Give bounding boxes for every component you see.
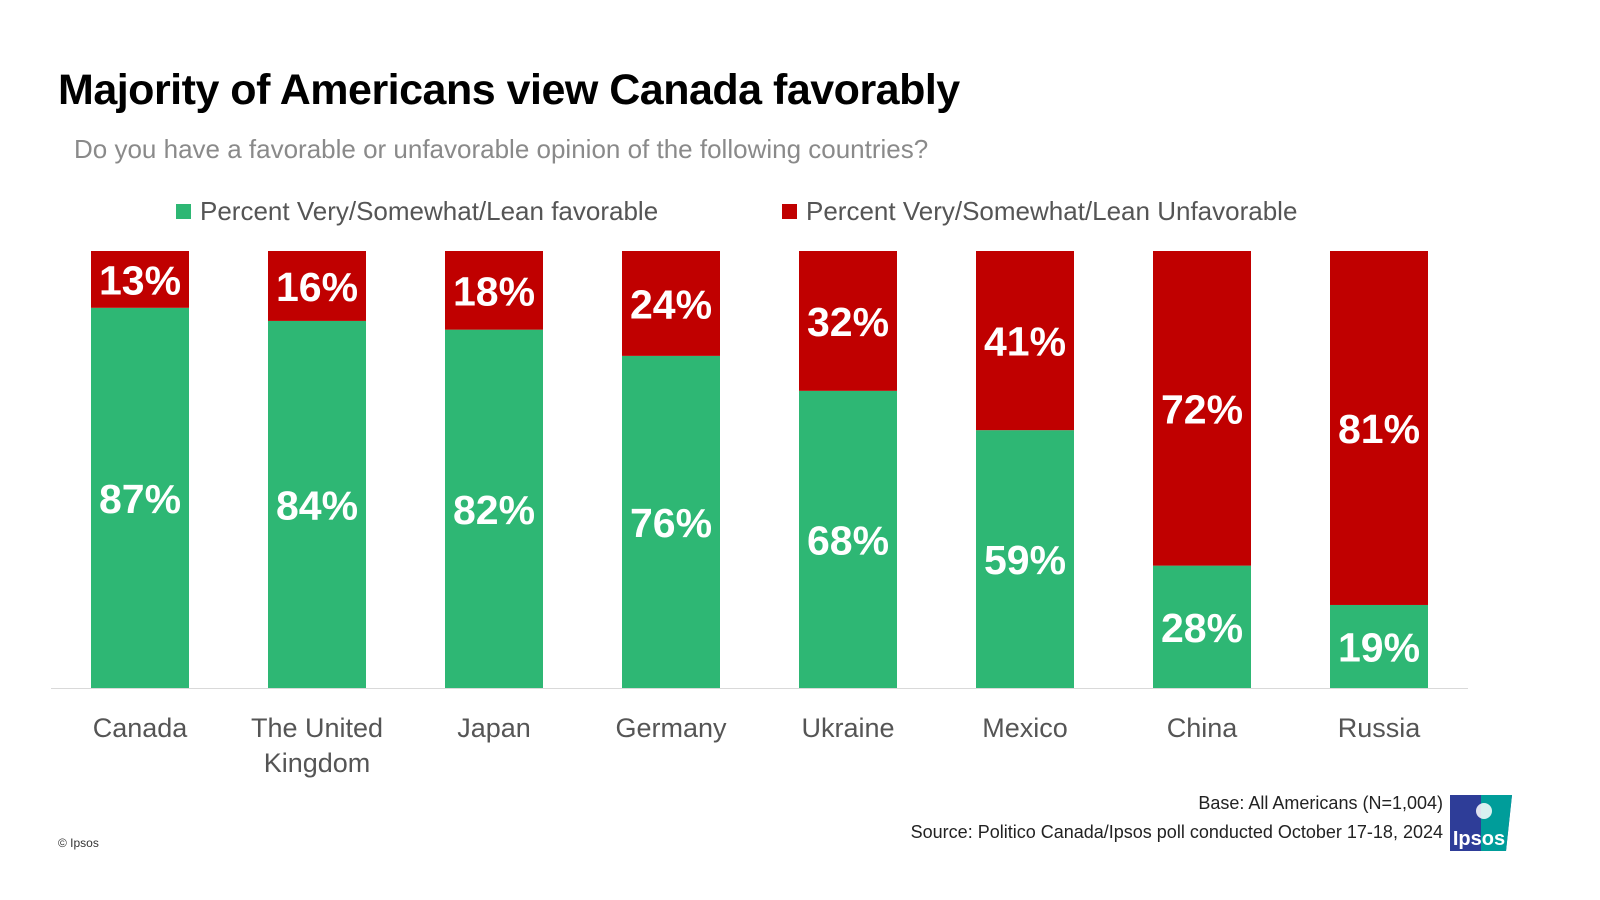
bar-favorable	[1153, 565, 1251, 688]
data-label-favorable: 28%	[1161, 605, 1243, 651]
bar-favorable	[976, 430, 1074, 688]
source-note: Source: Politico Canada/Ipsos poll condu…	[910, 822, 1443, 842]
x-tick-label: Ukraine	[801, 713, 894, 743]
data-label-favorable: 59%	[984, 537, 1066, 583]
legend-swatch-unfavorable	[782, 204, 797, 219]
bar-unfavorable	[799, 251, 897, 391]
bar-unfavorable	[445, 251, 543, 330]
base-note: Base: All Americans (N=1,004)	[1198, 793, 1443, 813]
data-label-unfavorable: 24%	[630, 281, 712, 327]
x-tick-label: Japan	[457, 713, 531, 743]
data-label-favorable: 19%	[1338, 624, 1420, 670]
data-label-unfavorable: 13%	[99, 257, 181, 303]
data-label-unfavorable: 72%	[1161, 386, 1243, 432]
chart-title: Majority of Americans view Canada favora…	[58, 66, 960, 114]
bar-favorable	[445, 329, 543, 688]
bar-favorable	[799, 390, 897, 688]
bar-unfavorable	[622, 251, 720, 356]
x-tick-label: The United Kingdom	[251, 713, 383, 778]
bar-favorable	[91, 307, 189, 688]
data-label-unfavorable: 16%	[276, 264, 358, 310]
bar-unfavorable	[268, 251, 366, 321]
bar-favorable	[268, 320, 366, 688]
chart-subtitle: Do you have a favorable or unfavorable o…	[74, 134, 929, 164]
bar-unfavorable	[976, 251, 1074, 431]
data-label-favorable: 84%	[276, 482, 358, 528]
x-tick-label: Canada	[93, 713, 189, 743]
data-label-unfavorable: 81%	[1338, 406, 1420, 452]
data-label-favorable: 87%	[99, 476, 181, 522]
legend-item-unfavorable: Percent Very/Somewhat/Lean Unfavorable	[782, 196, 1297, 227]
x-tick-label: Germany	[615, 713, 727, 743]
legend-item-favorable: Percent Very/Somewhat/Lean favorable	[176, 196, 658, 227]
copyright: © Ipsos	[58, 836, 99, 850]
bar-favorable	[622, 355, 720, 688]
data-label-unfavorable: 41%	[984, 319, 1066, 365]
legend-label-unfavorable: Percent Very/Somewhat/Lean Unfavorable	[806, 196, 1298, 226]
x-tick-label: Russia	[1338, 713, 1422, 743]
svg-text:Ipsos: Ipsos	[1453, 828, 1505, 850]
bar-unfavorable	[1330, 251, 1428, 605]
bar-favorable	[1330, 604, 1428, 688]
data-label-favorable: 68%	[807, 517, 889, 563]
legend-label-favorable: Percent Very/Somewhat/Lean favorable	[200, 196, 659, 226]
bar-unfavorable	[91, 251, 189, 308]
data-label-favorable: 76%	[630, 500, 712, 546]
legend-swatch-favorable	[176, 204, 191, 219]
data-label-favorable: 82%	[453, 487, 535, 533]
data-label-unfavorable: 18%	[453, 268, 535, 314]
data-label-unfavorable: 32%	[807, 299, 889, 345]
x-tick-label: Mexico	[982, 713, 1068, 743]
x-tick-label: China	[1167, 713, 1239, 743]
bar-unfavorable	[1153, 251, 1251, 566]
ipsos-logo: Ipsos	[1450, 795, 1512, 851]
